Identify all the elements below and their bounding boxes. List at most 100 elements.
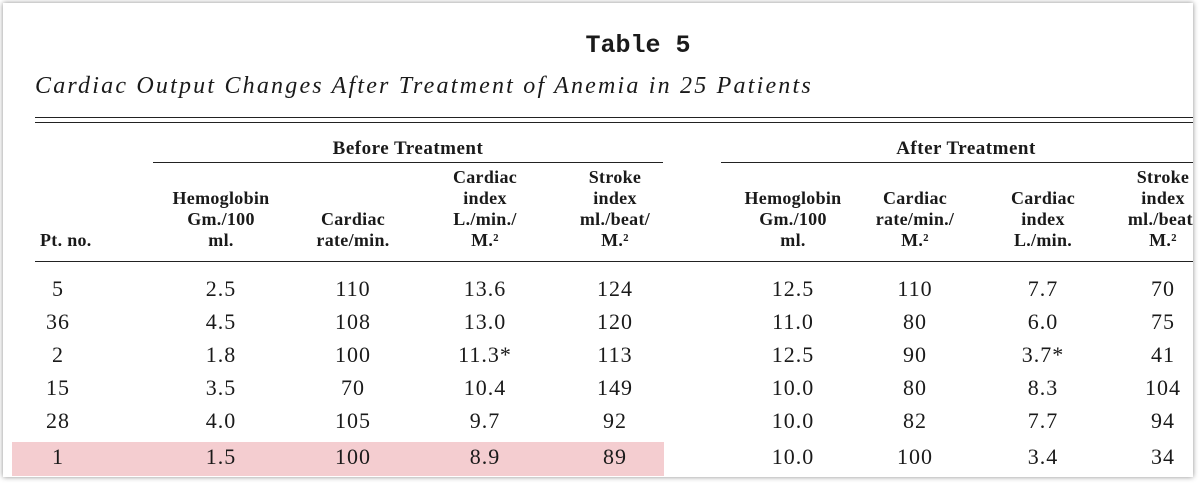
table-cell: 149 (597, 375, 633, 400)
header-line: M.² (601, 230, 629, 250)
table-cell: 10.0 (771, 408, 815, 433)
page: Table 5 Cardiac Output Changes After Tre… (0, 3, 1200, 487)
header-line: Gm./100 (187, 209, 255, 229)
table-cell: 1.8 (205, 342, 237, 367)
table-cell: 2.5 (205, 276, 237, 301)
table-cell: 113 (597, 342, 633, 367)
table-cell: 100 (335, 342, 371, 367)
header-line: M.² (1149, 230, 1177, 250)
header-line: Cardiac (1010, 188, 1076, 208)
table-cell: 100 (897, 444, 933, 469)
document: Table 5 Cardiac Output Changes After Tre… (3, 3, 1193, 477)
header-line: M.² (901, 230, 929, 250)
header-line: M.² (471, 230, 499, 250)
table-cell: 34 (1151, 444, 1175, 469)
header-line: Stroke (1136, 167, 1190, 187)
header-line: index (593, 188, 637, 208)
header-line: Cardiac (882, 188, 948, 208)
table-cell: 13.6 (463, 276, 507, 301)
table-cell: 80 (903, 375, 927, 400)
table-cell: 28 (46, 408, 70, 433)
column-header: Stroke index ml./beat/M.² (545, 167, 685, 251)
column-header: Cardiac rate/min./M.² (845, 188, 985, 251)
header-line: index (1141, 188, 1185, 208)
table-cell: 75 (1151, 309, 1175, 334)
table-cell: 11.0 (772, 309, 814, 334)
group-line (721, 162, 1193, 163)
column-header: Hemoglobin Gm./100 ml. (723, 188, 863, 251)
table-cell: 36 (46, 309, 70, 334)
table-cell: 3.4 (1027, 444, 1059, 469)
table-subtitle: Cardiac Output Changes After Treatment o… (35, 73, 813, 99)
table-cell: 105 (335, 408, 371, 433)
table-cell: 6.0 (1027, 309, 1059, 334)
table-cell: 82 (903, 408, 927, 433)
table-cell: 108 (335, 309, 371, 334)
table-cell: 12.5 (771, 276, 815, 301)
table-cell: 92 (603, 408, 627, 433)
table-cell: 9.7 (469, 408, 501, 433)
header-line: Cardiac (320, 209, 386, 229)
table-cell: 7.7 (1027, 276, 1059, 301)
header-line: Stroke (588, 167, 642, 187)
header-line: Cardiac (452, 167, 518, 187)
table-cell: 4.0 (205, 408, 237, 433)
table-cell: 2 (52, 342, 64, 367)
table-cell: 10.4 (463, 375, 507, 400)
table-cell: 104 (1145, 375, 1181, 400)
rule (35, 122, 1193, 123)
table-cell: 1 (52, 444, 64, 469)
table-cell: 100 (335, 444, 371, 469)
table-cell: 90 (903, 342, 927, 367)
table-cell: 80 (903, 309, 927, 334)
rule (35, 117, 1193, 118)
column-header: Hemoglobin Gm./100 ml. (151, 188, 291, 251)
header-line: ml. (780, 230, 806, 250)
rule (35, 261, 1193, 262)
header-line: Pt. no. (40, 230, 92, 250)
header-line: ml. (208, 230, 234, 250)
column-header: Cardiac index L./min./M.² (415, 167, 555, 251)
table-cell: 7.7 (1027, 408, 1059, 433)
table-cell: 70 (1151, 276, 1175, 301)
header-line: L./min./ (453, 209, 517, 229)
table-cell: 15 (46, 375, 70, 400)
table-cell: 10.0 (771, 375, 815, 400)
column-header: Pt. no. (40, 230, 180, 251)
header-line: Hemoglobin (172, 188, 270, 208)
column-header: Stroke index ml./beat/M.² (1093, 167, 1193, 251)
table-cell: 10.0 (771, 444, 815, 469)
table-cell: 8.9 (469, 444, 501, 469)
table-cell: 120 (597, 309, 633, 334)
header-line: ml./beat/ (579, 209, 651, 229)
header-line: index (463, 188, 507, 208)
table-cell: 41 (1151, 342, 1175, 367)
table-cell: 89 (603, 444, 627, 469)
table-title: Table 5 (585, 31, 691, 60)
table-cell: 3.7* (1021, 342, 1065, 367)
table-cell: 94 (1151, 408, 1175, 433)
header-line: rate/min./ (875, 209, 955, 229)
group-line (153, 162, 663, 163)
row-highlight (12, 442, 664, 476)
table-cell: 110 (897, 276, 933, 301)
table-cell: 4.5 (205, 309, 237, 334)
group-header: After Treatment (896, 138, 1036, 159)
table-cell: 13.0 (463, 309, 507, 334)
group-header: Before Treatment (332, 138, 484, 159)
header-line: rate/min. (316, 230, 390, 250)
header-line: ml./beat/ (1127, 209, 1193, 229)
table-cell: 8.3 (1027, 375, 1059, 400)
header-line: Gm./100 (759, 209, 827, 229)
table-cell: 110 (335, 276, 371, 301)
header-line: index (1021, 209, 1065, 229)
header-line: Hemoglobin (744, 188, 842, 208)
table-cell: 11.3* (458, 342, 512, 367)
table-cell: 5 (52, 276, 64, 301)
header-line: L./min. (1013, 230, 1073, 250)
table-cell: 124 (597, 276, 633, 301)
table-cell: 70 (341, 375, 365, 400)
table-cell: 12.5 (771, 342, 815, 367)
table-cell: 3.5 (205, 375, 237, 400)
column-header: Cardiac index L./min. (973, 188, 1113, 251)
